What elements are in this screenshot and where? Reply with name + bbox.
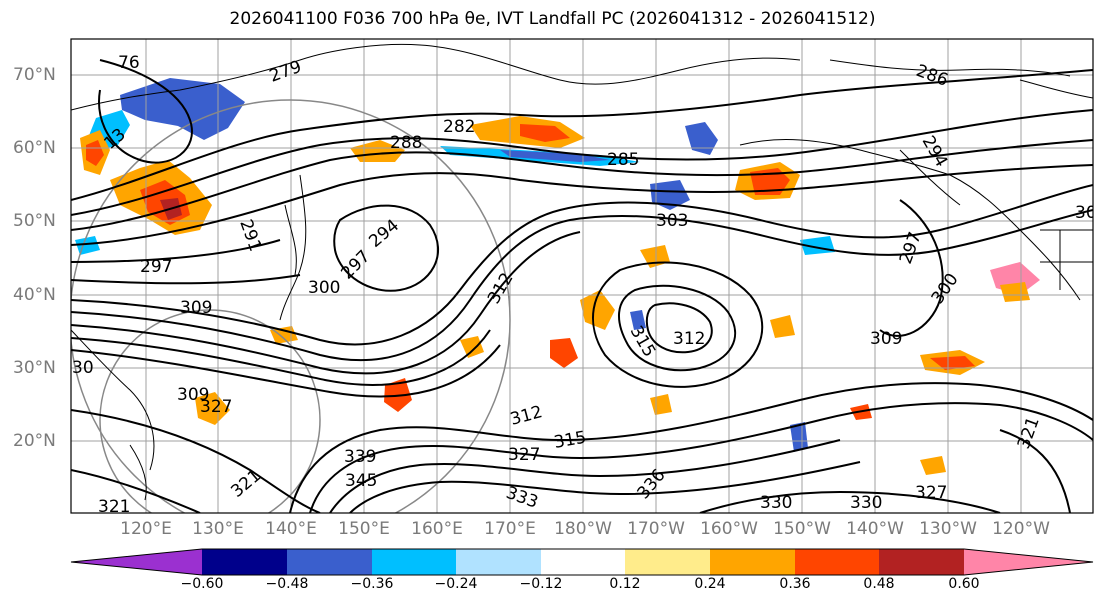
landfall-region-circles (71, 99, 511, 513)
contour-label: 312 (673, 329, 705, 349)
colorbar-tick-label: 0.48 (863, 576, 895, 592)
contour-label: 282 (443, 117, 475, 137)
colorbar-outline (70, 548, 1094, 576)
contour-label: 321 (98, 497, 130, 517)
colorbar-segment (879, 549, 964, 575)
contour-label: 309 (177, 385, 209, 405)
anomaly-patch (770, 315, 795, 338)
lon-label: 180°W (554, 519, 612, 539)
anomaly-patch (630, 310, 646, 330)
contour-label: 345 (345, 471, 377, 491)
contour-label: 297 (140, 257, 172, 277)
anomaly-patch (550, 338, 578, 368)
contour-label: 327 (915, 483, 947, 503)
lat-label: 40°N (13, 285, 56, 305)
contour-label: 327 (200, 397, 232, 417)
lon-label: 130°E (192, 519, 244, 539)
contour-label: 330 (760, 493, 792, 513)
anomaly-patch (650, 180, 690, 210)
lon-label: 140°E (265, 519, 317, 539)
contour-label: 327 (508, 445, 540, 465)
lat-label: 20°N (13, 431, 56, 451)
colorbar-tick-label: −0.12 (519, 576, 563, 592)
contour-label: 288 (390, 133, 422, 153)
contour-label: 303 (656, 211, 688, 231)
lon-label: 160°W (700, 519, 758, 539)
anomaly-patch (86, 140, 104, 166)
anomaly-patch (920, 456, 946, 475)
lon-label: 170°W (627, 519, 685, 539)
contour-label: 309 (870, 329, 902, 349)
colorbar-segment (456, 549, 541, 575)
contour-label: 30 (1075, 203, 1097, 223)
contour-label: 300 (308, 278, 340, 298)
lon-label: 160°E (411, 519, 463, 539)
colorbar-segment (710, 549, 795, 575)
anomaly-patch (790, 422, 808, 452)
colorbar-segment (372, 549, 456, 575)
lat-label: 50°N (13, 211, 56, 231)
lon-label: 140°W (846, 519, 904, 539)
colorbar-segment (964, 549, 1093, 575)
lat-label: 60°N (13, 138, 56, 158)
map-title: 2026041100 F036 700 hPa θe, IVT Landfall… (229, 9, 876, 29)
lon-label: 120°W (992, 519, 1050, 539)
lon-label: 170°E (484, 519, 536, 539)
colorbar-tick-label: 0.36 (779, 576, 811, 592)
lon-label: 130°W (919, 519, 977, 539)
colorbar-tick-label: 0.60 (948, 576, 980, 592)
theta-e-contours (71, 59, 1093, 513)
colorbar-tick-label: −0.48 (265, 576, 309, 592)
colorbar-tick-label: 0.24 (694, 576, 726, 592)
anomaly-patch (930, 356, 975, 370)
colorbar-tick-label: −0.60 (180, 576, 224, 592)
lon-label: 120°E (120, 519, 172, 539)
lat-label: 70°N (13, 65, 56, 85)
colorbar-tick-label: −0.24 (434, 576, 478, 592)
colorbar-segment (795, 549, 879, 575)
contour-label: 330 (850, 493, 882, 513)
anomaly-patch (1000, 282, 1030, 302)
contour-label: 285 (607, 150, 639, 170)
colorbar-tick-label: 0.12 (609, 576, 641, 592)
map-frame (70, 38, 1094, 514)
contour-label: 76 (118, 53, 140, 73)
anomaly-patch (580, 290, 615, 330)
anomaly-patch (685, 122, 718, 155)
colorbar-segment (287, 549, 372, 575)
colorbar-segment (625, 549, 710, 575)
colorbar-segment (202, 549, 287, 575)
colorbar-segment (541, 549, 625, 575)
contour-label: 309 (180, 298, 212, 318)
lon-label: 150°E (338, 519, 390, 539)
anomaly-patch (520, 124, 570, 142)
anomaly-patch (460, 336, 484, 358)
map-content: 76 279 13 282 288 285 291 294 297 300 29… (71, 39, 1097, 517)
graticule (71, 39, 1093, 513)
colorbar-tick-label: −0.36 (350, 576, 394, 592)
colorbar-segment (71, 549, 202, 575)
contour-label: 339 (344, 447, 376, 467)
anomaly-patch (195, 392, 230, 425)
lat-label: 30°N (13, 358, 56, 378)
colorbar (70, 548, 1094, 576)
lon-label: 150°W (773, 519, 831, 539)
contour-label: 30 (72, 358, 94, 378)
